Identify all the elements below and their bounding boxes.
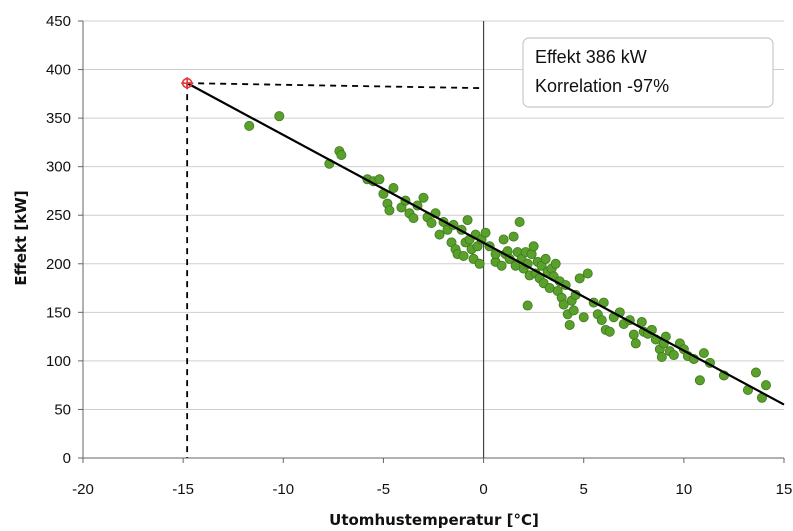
data-point xyxy=(374,174,385,185)
data-point xyxy=(636,317,647,328)
data-point xyxy=(522,300,533,311)
annotation-box: Effekt 386 kW Korrelation -97% xyxy=(522,37,774,108)
data-point xyxy=(528,241,539,252)
y-tick-label: 400 xyxy=(46,62,71,79)
annotation-correlation: Korrelation -97% xyxy=(535,76,669,96)
x-tick-label: 0 xyxy=(479,481,487,498)
data-point xyxy=(630,338,641,349)
x-tick-label: -15 xyxy=(172,481,194,498)
data-point xyxy=(244,120,255,131)
y-tick-label: 50 xyxy=(54,401,71,418)
data-point xyxy=(564,319,575,330)
data-point xyxy=(418,192,429,203)
regression-line xyxy=(186,82,785,406)
y-tick-label: 100 xyxy=(46,353,71,370)
data-point xyxy=(336,150,347,161)
data-point xyxy=(574,273,585,284)
y-axis-ticks: 0 50 100 150 200 250 300 350 400 450 xyxy=(46,13,83,467)
data-point xyxy=(274,111,285,122)
data-point xyxy=(474,258,485,269)
data-point xyxy=(760,380,771,391)
x-tick-label: -10 xyxy=(272,481,294,498)
data-point xyxy=(496,260,507,271)
data-point xyxy=(498,234,509,245)
x-tick-label: 5 xyxy=(580,481,588,498)
y-tick-label: 250 xyxy=(46,207,71,224)
data-point xyxy=(604,326,615,337)
y-tick-label: 0 xyxy=(63,450,71,467)
data-point xyxy=(558,299,569,310)
y-tick-label: 300 xyxy=(46,159,71,176)
gridlines xyxy=(83,20,784,410)
x-axis-ticks: -20 -15 -10 -5 0 5 10 15 xyxy=(72,458,792,498)
y-tick-label: 450 xyxy=(46,13,71,30)
x-tick-label: -5 xyxy=(377,481,390,498)
data-point xyxy=(578,312,589,323)
data-point xyxy=(698,348,709,359)
y-axis-title: Effekt [kW] xyxy=(12,190,30,285)
data-point xyxy=(540,253,551,264)
data-point xyxy=(694,375,705,386)
data-point xyxy=(408,213,419,224)
data-point xyxy=(462,215,473,226)
data-point xyxy=(568,305,579,316)
data-point xyxy=(434,229,445,240)
data-point xyxy=(388,183,399,194)
data-point xyxy=(458,251,469,262)
data-point xyxy=(668,350,679,361)
annotation-effect: Effekt 386 kW xyxy=(535,47,647,67)
data-point xyxy=(480,227,491,238)
x-tick-label: -20 xyxy=(72,481,94,498)
y-tick-label: 200 xyxy=(46,256,71,273)
design-point-overlay xyxy=(181,77,785,458)
x-tick-label: 15 xyxy=(776,481,793,498)
data-point xyxy=(514,217,525,228)
design-point-cross xyxy=(181,77,194,90)
data-point xyxy=(384,205,395,216)
data-point xyxy=(750,367,761,378)
data-point xyxy=(582,268,593,279)
y-tick-label: 150 xyxy=(46,304,71,321)
design-guide-horizontal xyxy=(187,82,484,90)
x-axis-title: Utomhustemperatur [°C] xyxy=(329,511,539,529)
x-tick-label: 10 xyxy=(676,481,693,498)
data-point xyxy=(550,258,561,269)
data-point xyxy=(508,231,519,242)
data-point xyxy=(426,217,437,228)
y-tick-label: 350 xyxy=(46,110,71,127)
data-point xyxy=(628,329,639,340)
data-point xyxy=(656,352,667,363)
data-point xyxy=(596,315,607,326)
